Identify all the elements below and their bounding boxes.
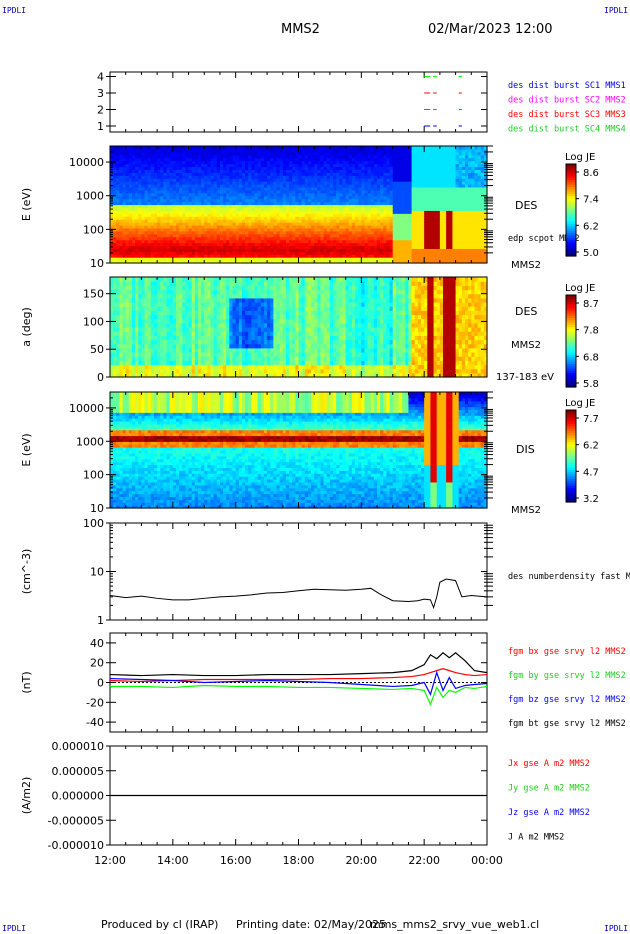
burst-legend-entry: des dist burst SC1 MMS1 [508,81,626,91]
burst-legend-entry: des dist burst SC4 MMS4 [508,125,626,135]
burst-ytick-label: 1 [97,120,104,133]
burst-legend-entry: des dist burst SC2 MMS2 [508,96,626,106]
des_energy-ytick-label: 10 [90,257,104,270]
burst-frame [110,72,487,132]
burst-legend-entry: des dist burst SC3 MMS3 [508,110,626,120]
des_energy-ytick-label: 10000 [69,156,104,169]
des_energy-ytick-label: 1000 [76,190,104,203]
burst-ytick-label: 2 [97,104,104,117]
des_energy-ytick-label: 100 [83,223,104,236]
burst-ytick-label: 3 [97,87,104,100]
des_energy-heatmap [110,146,488,264]
burst-ytick-label: 4 [97,71,104,84]
